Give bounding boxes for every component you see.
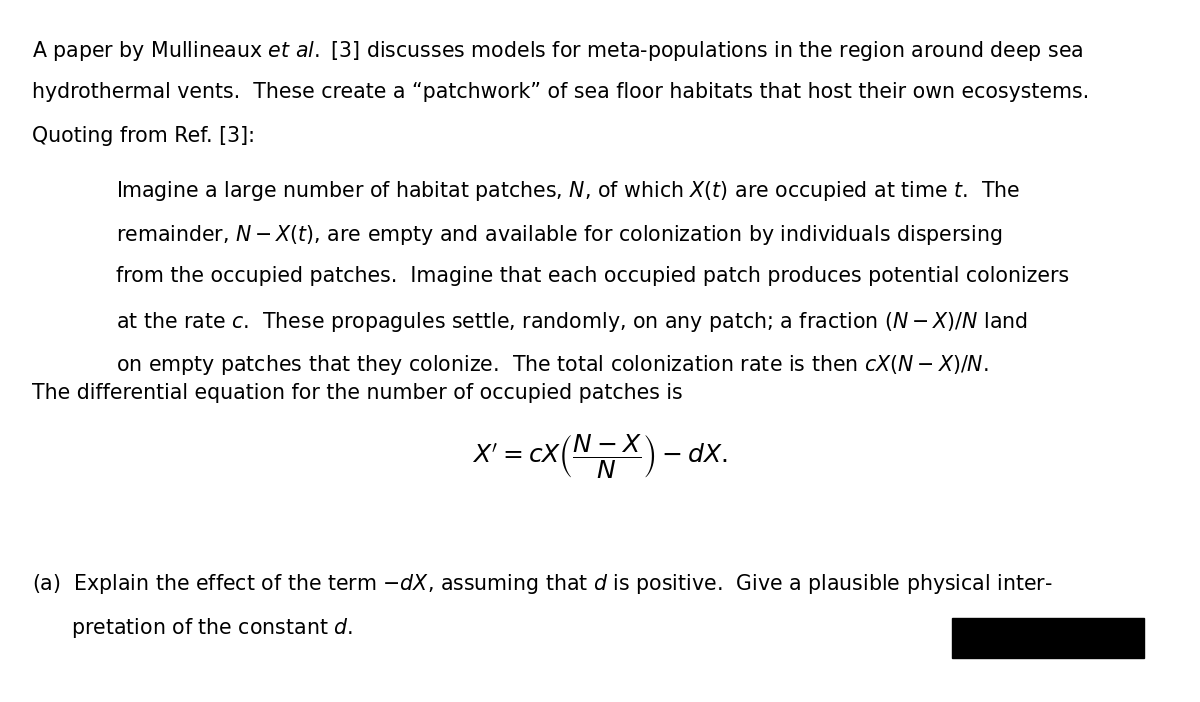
Text: (a)  Explain the effect of the term $-dX$, assuming that $d$ is positive.  Give : (a) Explain the effect of the term $-dX$… [32,572,1054,596]
Text: $X' = cX\left(\dfrac{N-X}{N}\right) - dX.$: $X' = cX\left(\dfrac{N-X}{N}\right) - dX… [473,432,727,480]
Text: at the rate $c$.  These propagules settle, randomly, on any patch; a fraction $(: at the rate $c$. These propagules settle… [116,310,1028,333]
Text: A paper by Mullineaux $\mathit{et~al.}$ [3] discusses models for meta-population: A paper by Mullineaux $\mathit{et~al.}$ … [32,39,1084,62]
Text: remainder, $N - X(t)$, are empty and available for colonization by individuals d: remainder, $N - X(t)$, are empty and ava… [116,223,1003,246]
Text: pretation of the constant $d$.: pretation of the constant $d$. [32,616,353,640]
Text: on empty patches that they colonize.  The total colonization rate is then $cX(N-: on empty patches that they colonize. The… [116,353,989,377]
Bar [952,618,1144,658]
Text: hydrothermal vents.  These create a “patchwork” of sea floor habitats that host : hydrothermal vents. These create a “patc… [32,82,1090,102]
Text: Quoting from Ref. [3]:: Quoting from Ref. [3]: [32,126,256,145]
Text: from the occupied patches.  Imagine that each occupied patch produces potential : from the occupied patches. Imagine that … [116,266,1069,286]
Text: The differential equation for the number of occupied patches is: The differential equation for the number… [32,383,683,402]
Text: Imagine a large number of habitat patches, $N$, of which $X(t)$ are occupied at : Imagine a large number of habitat patche… [116,179,1020,203]
